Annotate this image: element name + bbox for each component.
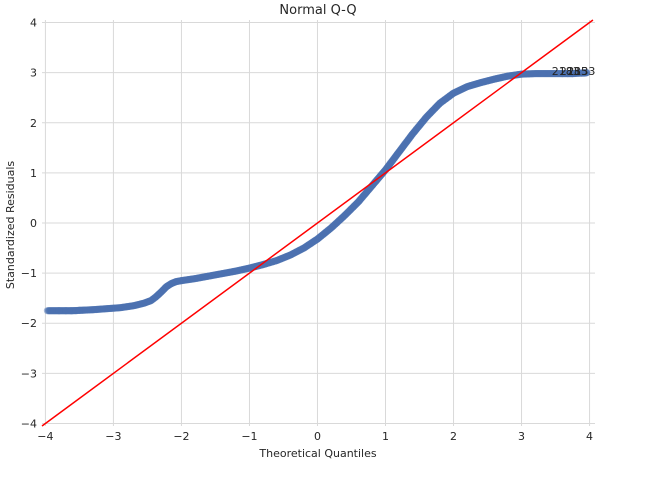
y-tick-label: 1: [30, 167, 37, 180]
reference-line: [41, 19, 594, 427]
data-points: [43, 69, 591, 315]
y-tick-label: −4: [21, 417, 37, 430]
y-tick-label: 2: [30, 117, 37, 130]
y-tick-label: −3: [21, 367, 37, 380]
x-tick-label: 2: [450, 430, 457, 443]
data-point: [43, 307, 52, 315]
x-tick-label: 0: [314, 430, 321, 443]
y-tick-label: 3: [30, 67, 37, 80]
point-annotation: 2185: [560, 65, 588, 78]
x-tick-label: −4: [37, 430, 53, 443]
y-axis-ticks: −4 −3 −2 −1 0 1 2 3 4: [21, 17, 37, 431]
data-point: [75, 306, 84, 314]
x-tick-label: −2: [173, 430, 189, 443]
data-point: [583, 69, 591, 77]
x-tick-label: −3: [105, 430, 121, 443]
data-point: [55, 307, 63, 315]
y-axis-label: Standardized Residuals: [4, 161, 17, 290]
x-axis-ticks: −4 −3 −2 −1 0 1 2 3 4: [37, 430, 593, 443]
x-tick-label: 4: [586, 430, 593, 443]
x-axis-label: Theoretical Quantiles: [258, 447, 376, 460]
x-tick-label: 1: [382, 430, 389, 443]
point-annotation: 2183: [552, 65, 580, 78]
y-tick-label: −2: [21, 317, 37, 330]
x-tick-label: −1: [241, 430, 257, 443]
chart-title: Normal Q-Q: [279, 3, 356, 18]
data-point: [62, 307, 70, 315]
y-tick-label: 0: [30, 217, 37, 230]
point-annotation: 2133: [567, 65, 595, 78]
x-tick-label: 3: [518, 430, 525, 443]
data-point: [558, 70, 566, 78]
y-tick-label: −1: [21, 267, 37, 280]
y-tick-label: 4: [30, 17, 37, 30]
